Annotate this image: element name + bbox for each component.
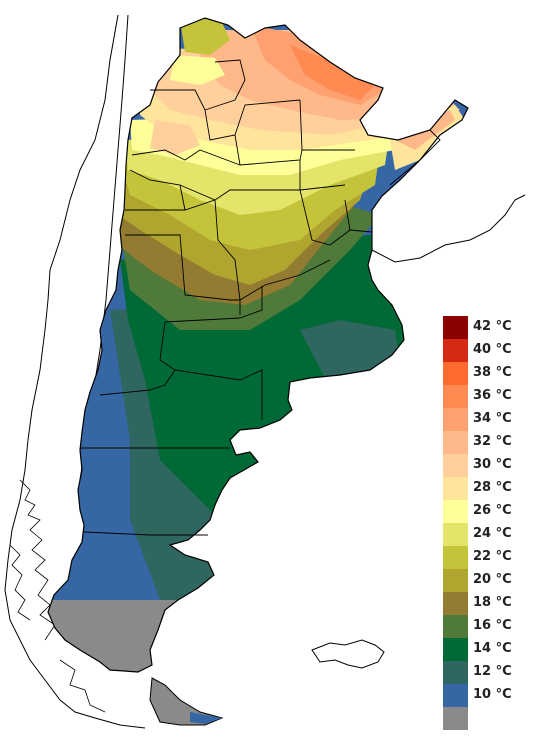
legend-label: 24 °C: [473, 526, 512, 541]
tierra-del-fuego: [149, 677, 224, 726]
legend-swatch: [443, 684, 468, 707]
legend-label: 32 °C: [473, 434, 512, 449]
legend-label: 22 °C: [473, 549, 512, 564]
legend-swatch: [443, 339, 468, 362]
legend-label: 16 °C: [473, 618, 512, 633]
legend-swatch: [443, 431, 468, 454]
legend-label: 26 °C: [473, 503, 512, 518]
legend-swatch: [443, 408, 468, 431]
legend-label: 38 °C: [473, 365, 512, 380]
malvinas-islands: [311, 639, 385, 669]
legend-swatch: [443, 661, 468, 684]
legend-swatch: [443, 523, 468, 546]
legend-swatch: [443, 638, 468, 661]
province-borders: [80, 59, 441, 536]
legend-label: 14 °C: [473, 641, 512, 656]
legend-swatch: [443, 500, 468, 523]
tierra-del-fuego-blue: [190, 712, 222, 724]
argentina-outline: [47, 17, 469, 673]
legend-swatch: [443, 454, 468, 477]
legend-swatch: [443, 546, 468, 569]
legend-label: 42 °C: [473, 319, 512, 334]
legend-label: 28 °C: [473, 480, 512, 495]
legend-swatch: [443, 385, 468, 408]
legend-label: 36 °C: [473, 388, 512, 403]
legend-swatch: [443, 477, 468, 500]
legend-swatch: [443, 316, 468, 339]
legend-swatch: [443, 592, 468, 615]
uruguay-outline: [371, 194, 526, 263]
chile-fjords: [9, 479, 106, 713]
legend-label: 40 °C: [473, 342, 512, 357]
legend-label: 12 °C: [473, 664, 512, 679]
chile-coastline: [4, 14, 146, 729]
legend-swatch: [443, 707, 468, 730]
legend-swatch: [443, 615, 468, 638]
legend-label: 30 °C: [473, 457, 512, 472]
legend-swatch: [443, 569, 468, 592]
legend-label: 10 °C: [473, 687, 512, 702]
legend-label: 34 °C: [473, 411, 512, 426]
legend-label: 18 °C: [473, 595, 512, 610]
legend-label: 20 °C: [473, 572, 512, 587]
legend-swatch: [443, 362, 468, 385]
